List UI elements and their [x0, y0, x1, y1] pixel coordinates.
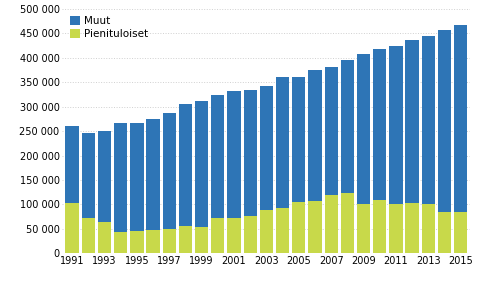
Bar: [82, 134, 95, 218]
Bar: [406, 203, 419, 253]
Bar: [421, 36, 435, 204]
Bar: [373, 200, 386, 253]
Bar: [357, 54, 370, 204]
Bar: [179, 226, 192, 253]
Bar: [421, 204, 435, 253]
Bar: [308, 70, 322, 201]
Bar: [130, 123, 144, 232]
Bar: [406, 40, 419, 203]
Bar: [324, 195, 338, 253]
Bar: [373, 49, 386, 200]
Bar: [65, 126, 79, 203]
Bar: [454, 25, 468, 212]
Bar: [146, 230, 160, 253]
Bar: [389, 204, 403, 253]
Bar: [292, 202, 305, 253]
Bar: [114, 123, 127, 232]
Bar: [98, 131, 111, 222]
Bar: [114, 232, 127, 253]
Bar: [341, 60, 354, 193]
Bar: [243, 216, 257, 253]
Bar: [211, 95, 225, 218]
Bar: [195, 226, 208, 253]
Legend: Muut, Pienituloiset: Muut, Pienituloiset: [68, 14, 151, 41]
Bar: [276, 208, 289, 253]
Bar: [454, 212, 468, 253]
Bar: [195, 101, 208, 226]
Bar: [276, 77, 289, 208]
Bar: [146, 119, 160, 230]
Bar: [163, 229, 176, 253]
Bar: [98, 222, 111, 253]
Bar: [308, 201, 322, 253]
Bar: [65, 203, 79, 253]
Bar: [163, 113, 176, 229]
Bar: [438, 212, 451, 253]
Bar: [228, 91, 240, 218]
Bar: [292, 77, 305, 202]
Bar: [389, 46, 403, 204]
Bar: [211, 218, 225, 253]
Bar: [130, 232, 144, 253]
Bar: [243, 90, 257, 216]
Bar: [228, 218, 240, 253]
Bar: [324, 67, 338, 195]
Bar: [438, 30, 451, 212]
Bar: [260, 86, 273, 210]
Bar: [82, 218, 95, 253]
Bar: [260, 210, 273, 253]
Bar: [341, 193, 354, 253]
Bar: [357, 204, 370, 253]
Bar: [179, 104, 192, 226]
